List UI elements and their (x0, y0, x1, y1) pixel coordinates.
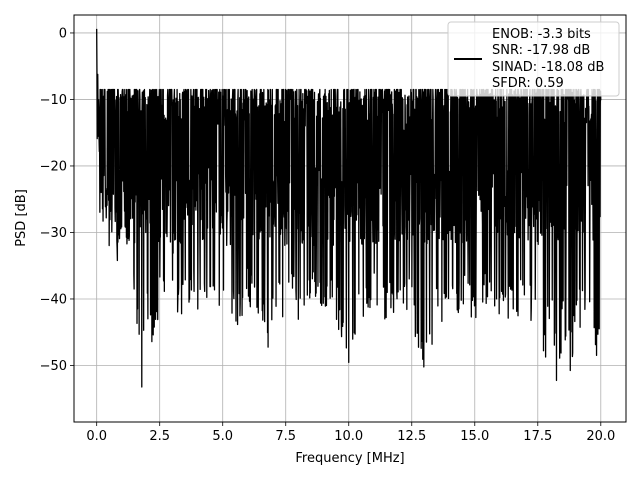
x-tick-label: 7.5 (275, 429, 296, 444)
y-tick-label: −20 (40, 159, 67, 174)
psd-trace (96, 28, 602, 388)
y-axis: 0 −10 −20 −30 −40 −50 (40, 26, 74, 374)
x-axis-label: Frequency [MHz] (295, 451, 404, 466)
x-tick-label: 20.0 (586, 429, 615, 444)
y-tick-label: −30 (40, 226, 67, 241)
y-tick-label: −50 (40, 359, 67, 374)
legend-entry-sinad: SINAD: -18.08 dB (492, 60, 604, 75)
legend-entry-snr: SNR: -17.98 dB (492, 43, 590, 58)
trace-layer (96, 28, 602, 388)
plot-area (96, 28, 602, 388)
legend-entry-sfdr: SFDR: 0.59 (492, 76, 564, 91)
x-tick-label: 0.0 (86, 429, 107, 444)
x-tick-label: 5.0 (212, 429, 233, 444)
x-tick-label: 10.0 (334, 429, 363, 444)
x-axis: 0.0 2.5 5.0 7.5 10.0 12.5 15.0 17.5 20.0 (86, 422, 615, 444)
legend: ENOB: -3.3 bits SNR: -17.98 dB SINAD: -1… (447, 21, 620, 97)
y-axis-label: PSD [dB] (14, 189, 29, 247)
x-tick-label: 17.5 (523, 429, 552, 444)
y-tick-label: −40 (40, 292, 67, 307)
y-tick-label: −10 (40, 93, 67, 108)
y-tick-label: 0 (59, 26, 67, 41)
x-tick-label: 15.0 (460, 429, 489, 444)
plot-frame (73, 14, 627, 423)
legend-box (447, 21, 620, 97)
legend-entry-enob: ENOB: -3.3 bits (492, 27, 591, 42)
x-tick-label: 2.5 (149, 429, 170, 444)
x-tick-label: 12.5 (397, 429, 426, 444)
